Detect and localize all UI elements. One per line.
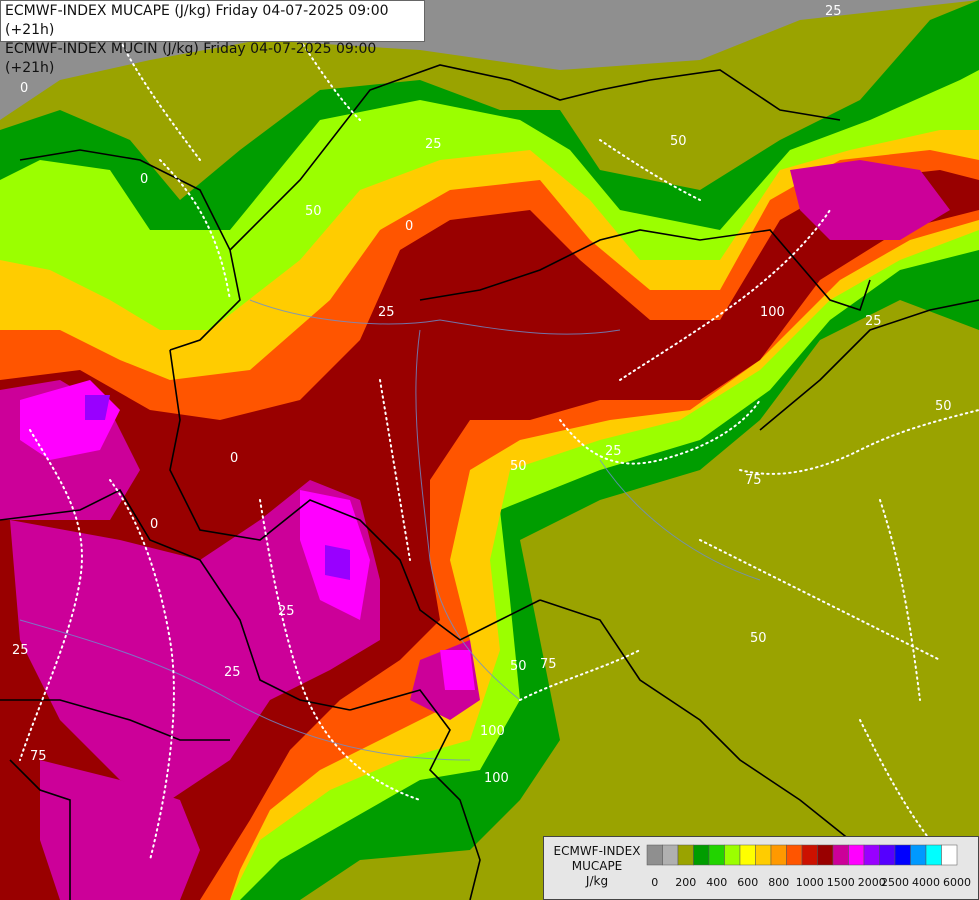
legend-tick-label: 600 xyxy=(737,876,758,889)
legend-swatch xyxy=(739,844,756,866)
legend-title-model: ECMWF-INDEX xyxy=(553,844,641,858)
legend-swatch xyxy=(863,844,880,866)
mucin-contour-label: 25 xyxy=(825,4,842,19)
legend-swatch xyxy=(724,844,741,866)
legend-swatch xyxy=(677,844,694,866)
mucin-contour-label: 100 xyxy=(484,771,509,786)
mucape-title: ECMWF-INDEX MUCAPE (J/kg) Friday 04-07-2… xyxy=(5,3,389,38)
legend-swatch xyxy=(801,844,818,866)
legend-swatch xyxy=(848,844,865,866)
rivers xyxy=(19,299,761,761)
mucin-contour-label: 50 xyxy=(935,399,952,414)
legend-swatch xyxy=(646,844,663,866)
legend-tick-label: 200 xyxy=(675,876,696,889)
legend-swatch xyxy=(941,844,958,866)
legend-swatch xyxy=(662,844,679,866)
legend-tick-label: 6000 xyxy=(943,876,971,889)
mucin-contour-label: 25 xyxy=(865,314,882,329)
mucin-contour-label: 25 xyxy=(224,665,241,680)
mucin-contour-label: 100 xyxy=(480,724,505,739)
legend-tick-label: 2000 xyxy=(858,876,886,889)
legend-swatch xyxy=(770,844,787,866)
mucin-title: ECMWF-INDEX MUCIN (J/kg) Friday 04-07-20… xyxy=(5,41,377,76)
mucin-contour-label: 25 xyxy=(378,305,395,320)
legend-tick-label: 1500 xyxy=(827,876,855,889)
legend-swatch xyxy=(832,844,849,866)
legend-swatch xyxy=(925,844,942,866)
mucin-contour-label: 0 xyxy=(405,219,413,234)
legend-swatch xyxy=(786,844,803,866)
mucin-contour-labels: 0 0 0 0 0 25 50 25 25 25 25 50 25 75 75 50 50 100 100 100 75… xyxy=(12,4,952,786)
mucin-contour-label: 50 xyxy=(670,134,687,149)
legend-swatch xyxy=(708,844,725,866)
legend-swatch xyxy=(894,844,911,866)
legend-title: ECMWF-INDEX MUCAPE J/kg xyxy=(550,844,644,889)
legend-swatch xyxy=(693,844,710,866)
legend-title-unit: J/kg xyxy=(585,874,609,888)
mucin-contour-label: 25 xyxy=(278,604,295,619)
mucin-contour-label: 0 xyxy=(20,81,28,96)
mucin-contours xyxy=(19,39,979,861)
mucin-contour-label: 75 xyxy=(745,473,762,488)
legend-tick-label: 800 xyxy=(768,876,789,889)
mucin-contour-label: 75 xyxy=(540,657,557,672)
country-borders xyxy=(0,64,979,900)
legend-swatch xyxy=(755,844,772,866)
mucin-contour-label: 50 xyxy=(510,459,527,474)
mucin-contour-label: 75 xyxy=(30,749,47,764)
legend-tick-label: 2500 xyxy=(881,876,909,889)
mucin-contour-label: 50 xyxy=(750,631,767,646)
mucin-contour-label: 25 xyxy=(12,643,29,658)
mucin-contour-label: 50 xyxy=(305,204,322,219)
legend-tick-label: 1000 xyxy=(796,876,824,889)
legend-title-variable: MUCAPE xyxy=(571,859,623,873)
mucin-contour-label: 50 xyxy=(510,659,527,674)
mucin-contour-label: 0 xyxy=(140,172,148,187)
legend-swatch xyxy=(817,844,834,866)
map-title-box: ECMWF-INDEX MUCAPE (J/kg) Friday 04-07-2… xyxy=(0,0,425,76)
mucin-contour-label: 25 xyxy=(425,137,442,152)
legend-swatch xyxy=(879,844,896,866)
legend-swatch xyxy=(910,844,927,866)
color-scale-legend: 0 200 400 600 800 1000 1500 2000 2500 4000 6000 EC… xyxy=(543,836,979,900)
legend-tick-label: 0 xyxy=(651,876,658,889)
mucin-contour-label: 0 xyxy=(150,517,158,532)
legend-tick-label: 400 xyxy=(706,876,727,889)
mucin-contour-label: 0 xyxy=(230,451,238,466)
mucin-contour-label: 100 xyxy=(760,305,785,320)
mucin-contour-label: 25 xyxy=(605,444,622,459)
legend-tick-label: 4000 xyxy=(912,876,940,889)
